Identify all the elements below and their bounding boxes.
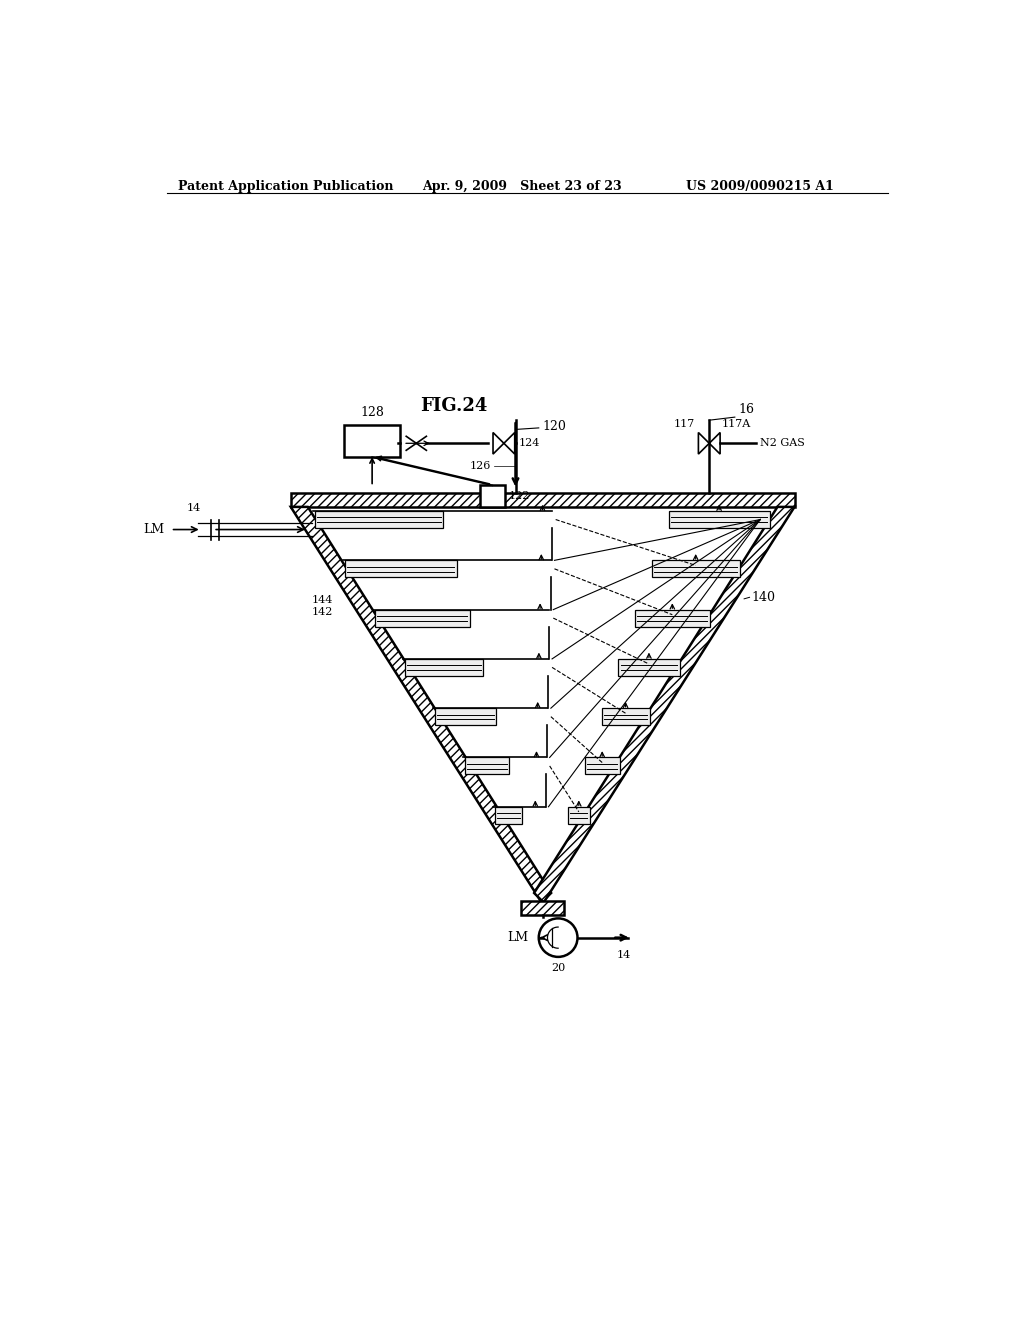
Text: 122: 122 (509, 491, 529, 502)
Polygon shape (291, 507, 551, 902)
Polygon shape (315, 511, 443, 528)
Text: 14: 14 (616, 950, 631, 960)
Polygon shape (493, 433, 504, 454)
Text: 117A: 117A (722, 420, 751, 429)
Text: US 2009/0090215 A1: US 2009/0090215 A1 (686, 180, 834, 193)
Polygon shape (495, 807, 522, 824)
Polygon shape (635, 610, 710, 627)
Polygon shape (698, 433, 710, 454)
Text: 140: 140 (752, 591, 776, 603)
Text: 144: 144 (312, 595, 334, 605)
Text: 20: 20 (551, 964, 565, 973)
Polygon shape (345, 561, 457, 577)
Text: LM: LM (508, 931, 528, 944)
Text: 126: 126 (469, 462, 490, 471)
Text: 128: 128 (360, 407, 384, 420)
Bar (480, 486, 505, 507)
Text: 120: 120 (543, 420, 566, 433)
Polygon shape (618, 659, 680, 676)
Polygon shape (669, 511, 769, 528)
Polygon shape (291, 494, 795, 507)
Polygon shape (535, 507, 795, 902)
Text: 124: 124 (518, 437, 540, 447)
Text: FIG.24: FIG.24 (420, 397, 487, 414)
Polygon shape (585, 758, 620, 775)
Polygon shape (601, 708, 649, 725)
Polygon shape (710, 433, 720, 454)
Polygon shape (375, 610, 470, 627)
Polygon shape (435, 708, 496, 725)
Polygon shape (521, 902, 564, 915)
Polygon shape (504, 433, 515, 454)
Text: LM: LM (143, 523, 165, 536)
Text: 14: 14 (186, 503, 201, 512)
Text: Patent Application Publication: Patent Application Publication (178, 180, 394, 193)
Bar (344, 425, 400, 457)
Text: 117: 117 (673, 420, 694, 429)
Circle shape (539, 919, 578, 957)
Text: 16: 16 (738, 404, 755, 416)
Text: Apr. 9, 2009   Sheet 23 of 23: Apr. 9, 2009 Sheet 23 of 23 (423, 180, 623, 193)
Polygon shape (568, 807, 590, 824)
Polygon shape (404, 659, 483, 676)
Text: N2 GAS: N2 GAS (760, 438, 805, 449)
Polygon shape (652, 561, 739, 577)
Polygon shape (465, 758, 509, 775)
Text: 142: 142 (312, 607, 334, 616)
